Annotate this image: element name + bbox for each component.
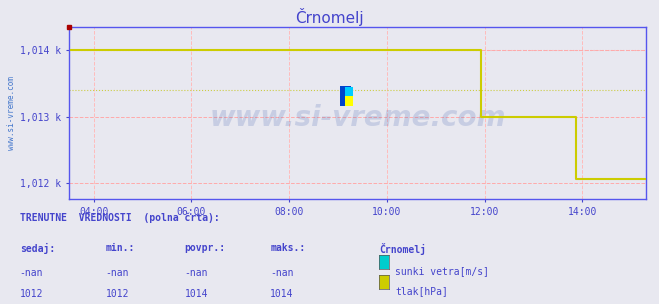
Text: TRENUTNE  VREDNOSTI  (polna črta):: TRENUTNE VREDNOSTI (polna črta): <box>20 213 219 223</box>
Text: -nan: -nan <box>185 268 208 278</box>
Text: 1014: 1014 <box>270 289 294 299</box>
Text: maks.:: maks.: <box>270 243 305 253</box>
Text: -nan: -nan <box>105 268 129 278</box>
Text: min.:: min.: <box>105 243 135 253</box>
Y-axis label: www.si-vreme.com: www.si-vreme.com <box>7 76 16 150</box>
Text: 1012: 1012 <box>105 289 129 299</box>
Text: Črnomelj: Črnomelj <box>379 243 426 255</box>
Text: 1014: 1014 <box>185 289 208 299</box>
Text: 1012: 1012 <box>20 289 43 299</box>
Bar <box>345 87 353 96</box>
Text: sunki vetra[m/s]: sunki vetra[m/s] <box>395 266 490 276</box>
Bar <box>345 95 353 106</box>
Text: www.si-vreme.com: www.si-vreme.com <box>210 104 505 133</box>
Bar <box>340 86 351 106</box>
Text: povpr.:: povpr.: <box>185 243 225 253</box>
Text: -nan: -nan <box>270 268 294 278</box>
Text: -nan: -nan <box>20 268 43 278</box>
Text: sedaj:: sedaj: <box>20 243 55 254</box>
Text: Črnomelj: Črnomelj <box>295 8 364 26</box>
Text: tlak[hPa]: tlak[hPa] <box>395 286 448 296</box>
